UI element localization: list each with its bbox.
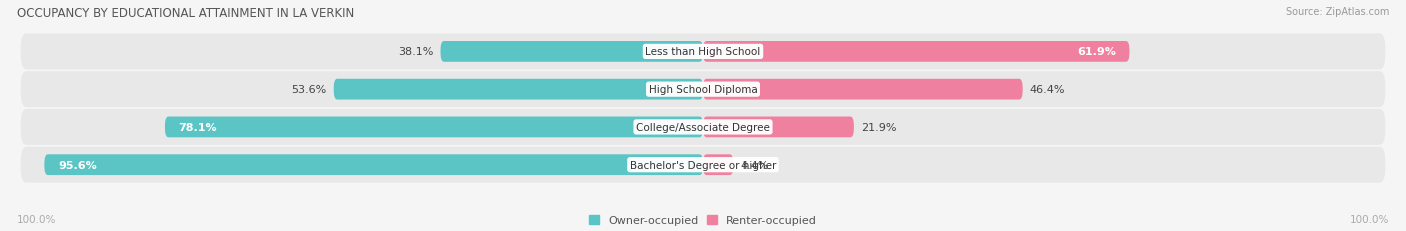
Text: 53.6%: 53.6% — [291, 85, 326, 95]
Text: 78.1%: 78.1% — [179, 122, 218, 132]
Text: Bachelor's Degree or higher: Bachelor's Degree or higher — [630, 160, 776, 170]
Text: 100.0%: 100.0% — [17, 214, 56, 224]
FancyBboxPatch shape — [703, 155, 734, 175]
Text: 61.9%: 61.9% — [1077, 47, 1116, 57]
Text: 21.9%: 21.9% — [860, 122, 896, 132]
Text: College/Associate Degree: College/Associate Degree — [636, 122, 770, 132]
Text: 95.6%: 95.6% — [58, 160, 97, 170]
FancyBboxPatch shape — [333, 79, 703, 100]
Text: Source: ZipAtlas.com: Source: ZipAtlas.com — [1285, 7, 1389, 17]
Text: 46.4%: 46.4% — [1029, 85, 1066, 95]
FancyBboxPatch shape — [703, 79, 1022, 100]
FancyBboxPatch shape — [21, 109, 1385, 145]
FancyBboxPatch shape — [440, 42, 703, 63]
FancyBboxPatch shape — [21, 72, 1385, 108]
Text: 100.0%: 100.0% — [1350, 214, 1389, 224]
FancyBboxPatch shape — [21, 34, 1385, 70]
Legend: Owner-occupied, Renter-occupied: Owner-occupied, Renter-occupied — [589, 215, 817, 225]
Text: 38.1%: 38.1% — [398, 47, 433, 57]
Text: 4.4%: 4.4% — [740, 160, 769, 170]
FancyBboxPatch shape — [703, 42, 1129, 63]
FancyBboxPatch shape — [703, 117, 853, 138]
Text: OCCUPANCY BY EDUCATIONAL ATTAINMENT IN LA VERKIN: OCCUPANCY BY EDUCATIONAL ATTAINMENT IN L… — [17, 7, 354, 20]
FancyBboxPatch shape — [45, 155, 703, 175]
Text: Less than High School: Less than High School — [645, 47, 761, 57]
FancyBboxPatch shape — [21, 147, 1385, 183]
FancyBboxPatch shape — [165, 117, 703, 138]
Text: High School Diploma: High School Diploma — [648, 85, 758, 95]
